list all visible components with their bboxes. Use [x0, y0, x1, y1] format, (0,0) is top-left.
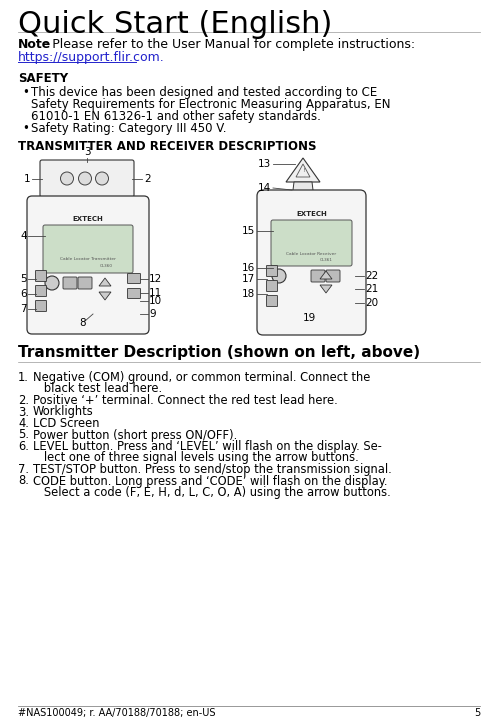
Text: 15: 15	[242, 226, 255, 236]
Text: 5.: 5.	[18, 428, 29, 441]
Text: TEST/STOP button. Press to send/stop the transmission signal.: TEST/STOP button. Press to send/stop the…	[33, 463, 392, 476]
Text: 19: 19	[303, 313, 316, 323]
Circle shape	[96, 172, 109, 185]
FancyBboxPatch shape	[127, 289, 140, 299]
Polygon shape	[99, 292, 111, 300]
Text: Transmitter Description (shown on left, above): Transmitter Description (shown on left, …	[18, 345, 420, 360]
Text: Select a code (F, E, H, d, L, C, O, A) using the arrow buttons.: Select a code (F, E, H, d, L, C, O, A) u…	[33, 486, 391, 499]
Polygon shape	[99, 278, 111, 286]
FancyBboxPatch shape	[266, 281, 277, 292]
Text: 2: 2	[144, 174, 150, 184]
Text: This device has been designed and tested according to CE: This device has been designed and tested…	[31, 86, 377, 99]
Text: Note: Note	[18, 38, 51, 51]
Polygon shape	[292, 182, 314, 198]
FancyBboxPatch shape	[257, 190, 366, 335]
Circle shape	[272, 269, 286, 283]
FancyBboxPatch shape	[43, 225, 133, 273]
Text: Cable Locator Transmitter: Cable Locator Transmitter	[60, 257, 116, 261]
Text: LCD Screen: LCD Screen	[33, 417, 100, 430]
Text: 1: 1	[23, 174, 30, 184]
Text: 17: 17	[242, 274, 255, 284]
FancyBboxPatch shape	[63, 277, 77, 289]
Text: 5: 5	[20, 274, 27, 284]
Circle shape	[45, 276, 59, 290]
Text: Worklights: Worklights	[33, 405, 94, 418]
Text: Safety Rating: Category III 450 V.: Safety Rating: Category III 450 V.	[31, 122, 227, 135]
Text: CL360: CL360	[100, 264, 113, 268]
Polygon shape	[320, 271, 332, 279]
Text: 21: 21	[365, 284, 378, 294]
Text: •: •	[22, 122, 29, 135]
FancyBboxPatch shape	[40, 160, 134, 197]
Text: Cable Locator Receiver: Cable Locator Receiver	[286, 252, 337, 256]
Text: CODE button. Long press and ‘CODE’ will flash on the display.: CODE button. Long press and ‘CODE’ will …	[33, 474, 387, 487]
Text: 61010-1 EN 61326-1 and other safety standards.: 61010-1 EN 61326-1 and other safety stan…	[31, 110, 321, 123]
Text: SAFETY: SAFETY	[18, 72, 68, 85]
Text: Safety Requirements for Electronic Measuring Apparatus, EN: Safety Requirements for Electronic Measu…	[31, 98, 390, 111]
Text: black test lead here.: black test lead here.	[33, 382, 162, 395]
Text: 13: 13	[258, 159, 271, 169]
Text: 20: 20	[365, 298, 378, 308]
Text: •: •	[22, 86, 29, 99]
Text: 10: 10	[149, 296, 162, 306]
Text: TRANSMITTER AND RECEIVER DESCRIPTIONS: TRANSMITTER AND RECEIVER DESCRIPTIONS	[18, 140, 317, 153]
Text: 12: 12	[149, 274, 162, 284]
Text: CL361: CL361	[320, 258, 333, 262]
FancyBboxPatch shape	[35, 271, 46, 282]
Text: https://support.flir.com.: https://support.flir.com.	[18, 51, 165, 64]
Text: EXTECH: EXTECH	[296, 211, 327, 217]
Text: 6: 6	[20, 289, 27, 299]
FancyBboxPatch shape	[326, 270, 340, 282]
Text: EXTECH: EXTECH	[73, 216, 104, 222]
Text: !: !	[302, 168, 304, 174]
Text: 7.: 7.	[18, 463, 29, 476]
FancyBboxPatch shape	[271, 220, 352, 266]
Text: 11: 11	[149, 288, 162, 298]
Text: 1.: 1.	[18, 371, 29, 384]
Text: : Please refer to the User Manual for complete instructions:: : Please refer to the User Manual for co…	[44, 38, 415, 51]
Text: 6.: 6.	[18, 440, 29, 453]
Circle shape	[79, 172, 92, 185]
Text: Negative (COM) ground, or common terminal. Connect the: Negative (COM) ground, or common termina…	[33, 371, 371, 384]
FancyBboxPatch shape	[127, 274, 140, 284]
Text: #NAS100049; r. AA/70188/70188; en-US: #NAS100049; r. AA/70188/70188; en-US	[18, 708, 216, 718]
FancyBboxPatch shape	[78, 277, 92, 289]
Text: 8: 8	[80, 318, 86, 328]
Text: Quick Start (English): Quick Start (English)	[18, 10, 332, 39]
FancyBboxPatch shape	[35, 286, 46, 297]
Text: 16: 16	[242, 263, 255, 273]
Text: 4.: 4.	[18, 417, 29, 430]
Text: 5: 5	[474, 708, 480, 718]
Text: 14: 14	[258, 183, 271, 193]
Text: 4: 4	[20, 231, 27, 241]
Text: 2.: 2.	[18, 394, 29, 407]
Polygon shape	[286, 158, 320, 182]
FancyBboxPatch shape	[311, 270, 325, 282]
Text: Power button (short press ON/OFF).: Power button (short press ON/OFF).	[33, 428, 237, 441]
Text: 18: 18	[242, 289, 255, 299]
Text: 3: 3	[84, 147, 90, 157]
Polygon shape	[320, 285, 332, 293]
Text: LEVEL button. Press and ‘LEVEL’ will flash on the display. Se-: LEVEL button. Press and ‘LEVEL’ will fla…	[33, 440, 382, 453]
FancyBboxPatch shape	[266, 295, 277, 307]
Text: 22: 22	[365, 271, 378, 281]
Text: 3.: 3.	[18, 405, 29, 418]
Text: 8.: 8.	[18, 474, 29, 487]
Text: Positive ‘+’ terminal. Connect the red test lead here.: Positive ‘+’ terminal. Connect the red t…	[33, 394, 338, 407]
Text: lect one of three signal levels using the arrow buttons.: lect one of three signal levels using th…	[33, 451, 359, 464]
FancyBboxPatch shape	[266, 266, 277, 276]
FancyBboxPatch shape	[35, 300, 46, 312]
FancyBboxPatch shape	[27, 196, 149, 334]
Text: 7: 7	[20, 304, 27, 314]
Text: 9: 9	[149, 309, 155, 319]
Circle shape	[60, 172, 74, 185]
